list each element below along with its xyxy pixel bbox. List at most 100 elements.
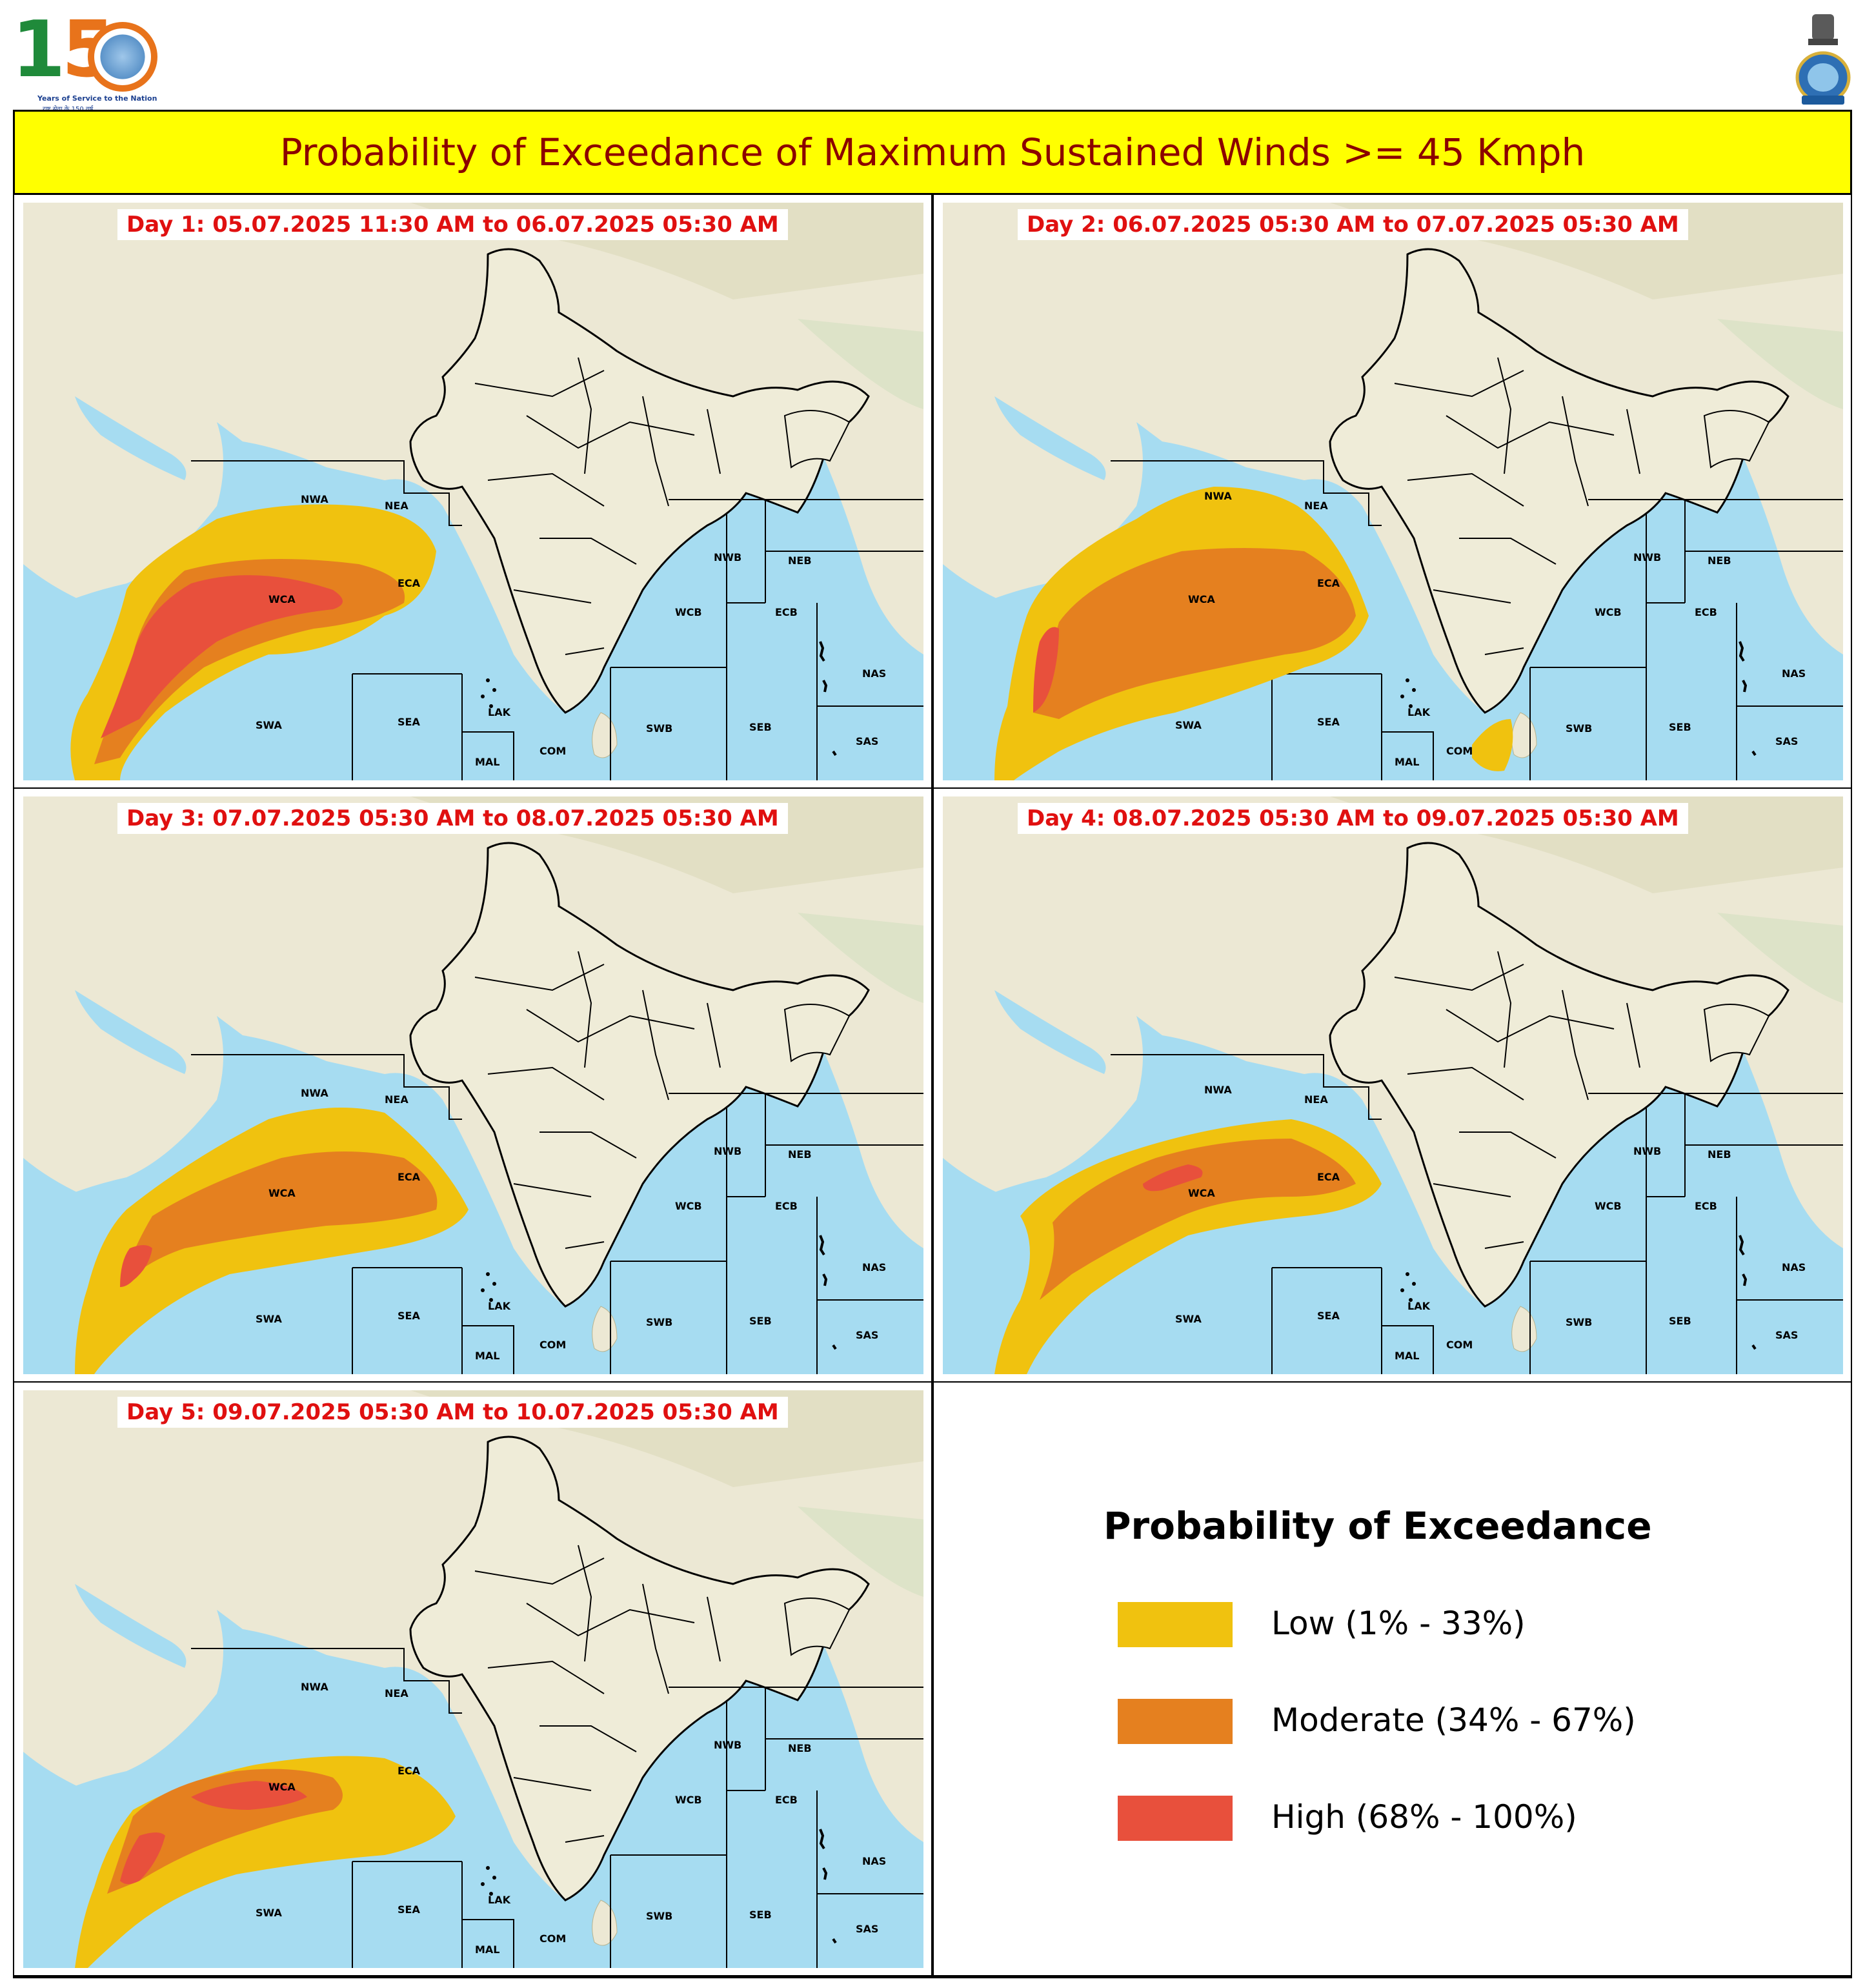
region-label: COM xyxy=(1446,745,1473,757)
day-label: Day 1: 05.07.2025 11:30 AM to 06.07.2025… xyxy=(117,209,788,240)
imd-150-logo: 15 Years of Service to the Nation राष्ट्… xyxy=(12,12,160,113)
region-label: SWA xyxy=(256,719,282,731)
region-label: SWB xyxy=(1566,1316,1592,1328)
legend-swatch-low xyxy=(1118,1602,1233,1647)
region-label: SWA xyxy=(1175,1313,1202,1325)
region-label: WCB xyxy=(1595,606,1622,618)
moderate-probability-area xyxy=(1033,548,1356,719)
region-label: ECA xyxy=(398,577,421,589)
region-label: SEA xyxy=(1317,1310,1340,1322)
map-panel-day4: NWA NEA WCA ECA SWA SEA LAK MAL COM SWB … xyxy=(932,787,1852,1383)
region-label: NWA xyxy=(301,493,328,505)
map-panel-day2: NWA NEA WCA ECA SWA SEA LAK MAL COM SWB … xyxy=(932,194,1852,789)
region-label: COM xyxy=(1446,1339,1473,1351)
region-label: WCB xyxy=(675,1794,702,1806)
region-label: NWA xyxy=(1204,490,1232,502)
region-label: COM xyxy=(539,745,566,757)
legend-swatch-high xyxy=(1118,1796,1233,1841)
region-label: SAS xyxy=(1775,1329,1798,1341)
high-probability-area xyxy=(120,1245,152,1287)
region-label: SEA xyxy=(1317,716,1340,728)
region-label: SWB xyxy=(646,1316,672,1328)
sri-lanka-low-area xyxy=(1472,719,1513,771)
region-label: NWB xyxy=(714,1739,741,1751)
region-label: SWA xyxy=(1175,719,1202,731)
region-label: ECA xyxy=(1317,577,1340,589)
region-label: NEA xyxy=(385,1687,408,1699)
region-label: SAS xyxy=(856,1923,878,1935)
logo-tagline-hindi: राष्ट्र सेवा के 150 वर्ष xyxy=(43,104,93,113)
region-label: LAK xyxy=(488,1894,511,1906)
day-label: Day 5: 09.07.2025 05:30 AM to 10.07.2025… xyxy=(117,1397,788,1428)
day-label: Day 4: 08.07.2025 05:30 AM to 09.07.2025… xyxy=(1018,803,1688,834)
region-label: ECB xyxy=(775,1200,798,1212)
region-label: WCB xyxy=(675,606,702,618)
high-probability-area xyxy=(1143,1164,1203,1192)
region-label: ECB xyxy=(775,1794,798,1806)
region-label: SEB xyxy=(749,1315,772,1327)
high-probability-area-coast xyxy=(120,1832,165,1884)
region-label: NAS xyxy=(1782,667,1806,680)
region-label: NWB xyxy=(1633,551,1661,563)
region-label: MAL xyxy=(1395,1350,1420,1362)
logo-globe-icon xyxy=(88,22,157,92)
region-label: NWB xyxy=(714,551,741,563)
region-label: SAS xyxy=(1775,735,1798,747)
region-label: NEA xyxy=(385,500,408,512)
region-label: SAS xyxy=(856,735,878,747)
title-bar: Probability of Exceedance of Maximum Sus… xyxy=(13,110,1852,195)
region-label: LAK xyxy=(488,1300,511,1312)
region-label: SWA xyxy=(256,1907,282,1919)
legend-label-high: High (68% - 100%) xyxy=(1271,1798,1577,1836)
region-label: NWA xyxy=(1204,1084,1232,1096)
region-label: NEA xyxy=(1304,1093,1328,1106)
region-label: SWB xyxy=(1566,722,1592,735)
page-title: Probability of Exceedance of Maximum Sus… xyxy=(279,130,1586,174)
region-label: WCA xyxy=(1188,1187,1215,1199)
region-label: COM xyxy=(539,1932,566,1945)
logo-tagline: Years of Service to the Nation xyxy=(37,94,157,103)
region-label: LAK xyxy=(1407,706,1431,718)
region-label: SEA xyxy=(398,716,420,728)
high-probability-area-wca xyxy=(191,1781,307,1810)
region-label: ECB xyxy=(1695,606,1717,618)
region-label: NEA xyxy=(1304,500,1328,512)
map-day5: NWA NEA WCA ECA SWA SEA LAK MAL COM SWB … xyxy=(23,1390,923,1968)
legend-panel xyxy=(932,1381,1852,1976)
region-label: ECA xyxy=(398,1171,421,1183)
region-label: NWA xyxy=(301,1681,328,1693)
region-label: SEB xyxy=(1669,1315,1691,1327)
region-label: NEB xyxy=(788,1148,812,1161)
legend-title: Probability of Exceedance xyxy=(1104,1504,1652,1548)
region-label: NWB xyxy=(714,1145,741,1157)
region-label: NEB xyxy=(1708,1148,1731,1161)
map-day1: NWA NEA WCA ECA SWA SEA LAK MAL COM SWB … xyxy=(23,203,923,780)
high-probability-area xyxy=(1033,627,1059,713)
region-label: NWB xyxy=(1633,1145,1661,1157)
region-label: WCA xyxy=(1188,593,1215,605)
region-label: NWA xyxy=(301,1087,328,1099)
region-label: SEA xyxy=(398,1310,420,1322)
region-label: SEB xyxy=(749,721,772,733)
region-label: LAK xyxy=(488,706,511,718)
region-label: NAS xyxy=(862,1261,886,1273)
map-day4: NWA NEA WCA ECA SWA SEA LAK MAL COM SWB … xyxy=(943,796,1843,1374)
region-label: SWB xyxy=(646,1910,672,1922)
region-label: MAL xyxy=(475,1350,500,1362)
legend-label-low: Low (1% - 33%) xyxy=(1271,1605,1526,1642)
day-label: Day 3: 07.07.2025 05:30 AM to 08.07.2025… xyxy=(117,803,788,834)
map-panel-day3: NWA NEA WCA ECA SWA SEA LAK MAL COM SWB … xyxy=(13,787,932,1383)
day-label: Day 2: 06.07.2025 05:30 AM to 07.07.2025… xyxy=(1018,209,1688,240)
map-day3: NWA NEA WCA ECA SWA SEA LAK MAL COM SWB … xyxy=(23,796,923,1374)
region-label: SEA xyxy=(398,1903,420,1916)
region-label: NEB xyxy=(1708,554,1731,567)
legend-label-moderate: Moderate (34% - 67%) xyxy=(1271,1701,1636,1739)
region-label: NAS xyxy=(862,667,886,680)
region-label: ECA xyxy=(398,1765,421,1777)
region-label: WCB xyxy=(1595,1200,1622,1212)
region-label: SEB xyxy=(1669,721,1691,733)
region-label: WCA xyxy=(268,593,296,605)
region-label: NEA xyxy=(385,1093,408,1106)
region-label: ECB xyxy=(1695,1200,1717,1212)
region-label: NEB xyxy=(788,1742,812,1754)
